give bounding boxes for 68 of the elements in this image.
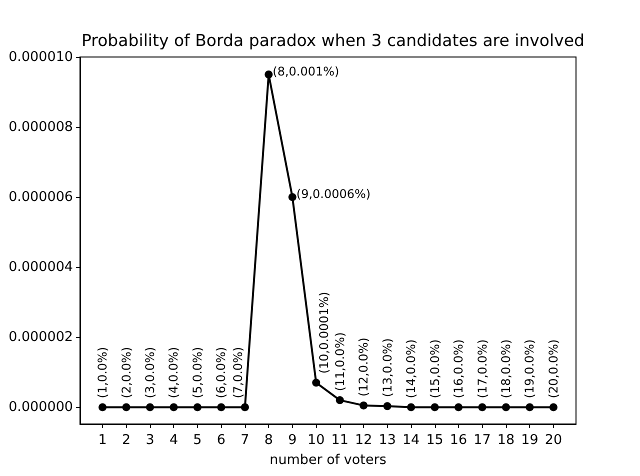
point [430,403,439,412]
y-tick-label: 0.000006 [8,189,73,206]
point [407,403,416,412]
x-tick-label: 2 [122,432,131,448]
point [336,396,344,404]
data-label: (16,0.0%) [452,339,466,398]
data-label: (18,0.0%) [498,339,513,398]
data-label: (2,0.0%) [119,346,134,398]
x-tick-label: 13 [378,432,396,448]
x-tick-label: 9 [288,432,297,448]
data-label: (4,0.0%) [166,346,181,398]
data-label: (19,0.0%) [522,339,537,398]
point [454,403,463,412]
point [217,403,226,412]
data-label: (13,0.0%) [380,338,394,398]
x-tick-label: 8 [264,432,273,448]
x-tick-label: 7 [240,432,250,448]
point [526,403,534,412]
x-tick-label: 15 [426,432,444,448]
x-tick-label: 18 [497,432,515,448]
y-tick-label: 0.000010 [8,49,73,65]
x-tick-label: 19 [521,432,538,448]
point [312,378,320,387]
data-label: (11,0.0%) [332,332,347,392]
y-tick-label: 0.000004 [8,259,73,276]
chart-title: Probability of Borda paradox when 3 candidates are involved [81,31,585,50]
data-label: (20,0.0%) [546,339,560,398]
x-tick-label: 5 [193,432,202,448]
x-tick-label: 12 [355,432,372,448]
point [549,403,558,412]
x-tick-label: 3 [146,432,154,448]
data-label: (9,0.0006%) [296,187,371,202]
point [193,403,202,412]
data-label: (3,0.0%) [143,346,158,398]
point [98,403,107,412]
data-label: (5,0.0%) [190,346,204,398]
data-label: (14,0.0%) [404,339,418,398]
point [288,193,296,202]
data-label: (7,0.0%) [230,346,245,398]
point [360,401,368,410]
data-label: (8,0.001%) [272,64,340,79]
point [478,403,486,412]
x-axis-title: number of voters [270,452,386,468]
x-tick-label: 17 [474,432,491,448]
point [240,403,249,412]
data-label: (6,0.0%) [214,346,228,398]
point [264,70,273,79]
point [146,403,154,412]
x-tick-label: 20 [544,432,562,448]
y-tick-label: 0.000000 [8,399,73,416]
x-tick-label: 14 [402,432,420,448]
point [122,403,130,412]
x-tick-label: 1 [98,432,107,448]
y-tick-label: 0.000008 [8,119,73,136]
x-tick-label: 16 [450,432,468,448]
x-tick-label: 10 [308,432,325,448]
data-label: (17,0.0%) [475,339,490,398]
data-label: (10,0.0001%) [317,292,332,374]
data-label: (12,0.0%) [356,338,371,396]
point [170,403,178,412]
x-tick-label: 6 [216,432,226,448]
y-tick-label: 0.000002 [8,329,73,346]
point [502,403,510,412]
x-tick-label: 4 [169,432,178,448]
data-label: (1,0.0%) [96,346,110,398]
x-tick-label: 11 [331,432,348,448]
data-label: (15,0.0%) [428,339,442,398]
point [383,402,392,410]
